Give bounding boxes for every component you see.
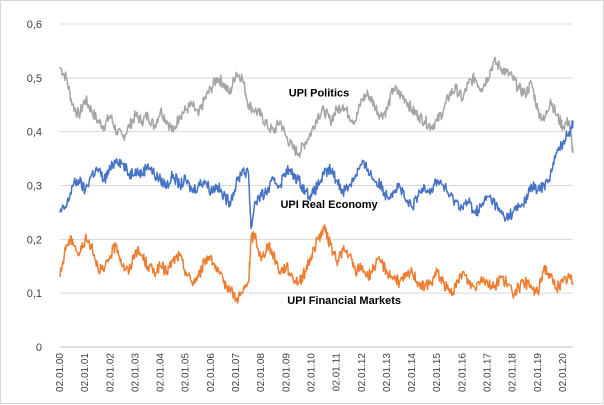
y-tick-label: 0,4 xyxy=(27,127,42,139)
y-tick-label: 0,3 xyxy=(27,181,42,193)
y-tick-label: 0,5 xyxy=(27,73,42,85)
series-label: UPI Politics xyxy=(289,88,350,100)
x-tick-label: 02.01.10 xyxy=(306,353,317,392)
x-tick-label: 02.01.19 xyxy=(533,353,544,392)
series-label: UPI Real Economy xyxy=(280,199,378,211)
x-tick-label: 02.01.06 xyxy=(206,353,217,392)
y-tick-label: 0,2 xyxy=(27,234,42,246)
y-tick-label: 0,6 xyxy=(27,19,42,31)
x-tick-label: 02.01.18 xyxy=(508,353,519,392)
x-tick-label: 02.01.09 xyxy=(281,353,292,392)
x-tick-label: 02.01.04 xyxy=(156,353,167,392)
series-annotation-labels: UPI Politics UPI Real Economy UPI Financia… xyxy=(280,88,401,307)
x-tick-label: 02.01.02 xyxy=(105,353,116,392)
series-line-upi-financial-markets xyxy=(59,224,574,304)
series-label: UPI Financial Markets xyxy=(287,295,401,307)
y-axis-tick-labels: 0 0,1 0,2 0,3 0,4 0,5 0,6 xyxy=(27,19,42,354)
x-tick-label: 02.01.11 xyxy=(332,353,343,392)
x-tick-label: 02.01.03 xyxy=(130,353,141,392)
x-tick-label: 02.01.07 xyxy=(231,353,242,392)
x-axis-tick-labels: 02.01.00 02.01.01 02.01.02 02.01.03 02.01.04… xyxy=(55,353,569,392)
y-tick-label: 0,1 xyxy=(27,288,42,300)
x-tick-label: 02.01.05 xyxy=(181,353,192,392)
x-tick-label: 02.01.14 xyxy=(407,353,418,392)
y-tick-label: 0 xyxy=(36,342,42,354)
x-tick-label: 02.01.01 xyxy=(80,353,91,392)
x-tick-label: 02.01.20 xyxy=(558,353,569,392)
x-tick-label: 02.01.00 xyxy=(55,353,66,392)
x-tick-label: 02.01.17 xyxy=(483,353,494,392)
x-tick-label: 02.01.15 xyxy=(432,353,443,392)
series-line-upi-real-economy xyxy=(59,120,574,230)
x-tick-label: 02.01.13 xyxy=(382,353,393,392)
x-tick-label: 02.01.16 xyxy=(457,353,468,392)
series-group xyxy=(59,56,574,304)
x-tick-label: 02.01.12 xyxy=(357,353,368,392)
series-line-upi-politics xyxy=(59,56,574,159)
x-tick-label: 02.01.08 xyxy=(256,353,267,392)
